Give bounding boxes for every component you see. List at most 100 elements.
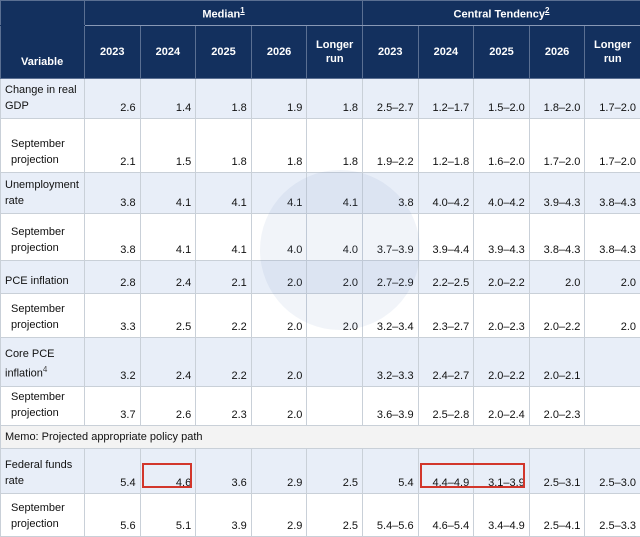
label-line1: September [11,502,65,514]
median-cell: 2.1 [196,261,252,294]
year-header: 2023 [85,26,141,79]
median-cell: 2.9 [251,449,307,494]
median-cell: 3.8 [85,214,141,261]
central-tendency-cell: 2.5–2.8 [418,387,474,426]
label-line2: projection [11,319,59,331]
median-cell: 4.1 [196,214,252,261]
median-cell: 2.0 [251,338,307,387]
median-cell: 3.3 [85,294,141,338]
central-tendency-cell: 2.0 [529,261,585,294]
median-cell: 1.8 [196,79,252,119]
central-tendency-cell: 1.6–2.0 [474,119,530,173]
central-tendency-cell [585,387,640,426]
median-cell: 3.8 [85,173,141,214]
central-tendency-cell: 1.2–1.8 [418,119,474,173]
central-tendency-cell: 4.0–4.2 [418,173,474,214]
central-tendency-cell: 1.9–2.2 [363,119,419,173]
central-tendency-cell: 3.6–3.9 [363,387,419,426]
label-line1: PCE inflation [5,275,69,287]
median-cell: 3.7 [85,387,141,426]
central-tendency-cell: 3.2–3.3 [363,338,419,387]
central-tendency-cell: 2.4–2.7 [418,338,474,387]
median-cell: 1.8 [196,119,252,173]
central-tendency-cell: 3.7–3.9 [363,214,419,261]
central-tendency-cell: 1.7–2.0 [585,79,640,119]
median-cell: 5.4 [85,449,141,494]
header-corner [1,1,85,26]
median-cell: 2.5 [140,294,196,338]
label-line2: projection [11,154,59,166]
central-tendency-cell: 1.7–2.0 [585,119,640,173]
central-tendency-cell: 3.8 [363,173,419,214]
median-cell: 1.9 [251,79,307,119]
footnote-marker: 4 [43,365,47,374]
year-header: 2024 [140,26,196,79]
footnote-link[interactable]: 1 [240,6,244,15]
label-line1: September [11,391,65,403]
median-cell: 2.5 [307,449,363,494]
label-line2: projection [11,407,59,419]
central-tendency-group-header: Central Tendency2 [363,1,640,26]
median-cell: 5.1 [140,494,196,537]
label-line1: Unemployment [5,179,79,191]
longer-run-line1: Longer [316,39,353,51]
median-cell: 1.5 [140,119,196,173]
median-cell: 2.8 [85,261,141,294]
median-cell: 4.0 [307,214,363,261]
label-line1: Federal funds [5,459,72,471]
central-tendency-cell: 2.0–2.2 [474,261,530,294]
central-tendency-cell: 2.2–2.5 [418,261,474,294]
median-cell: 4.1 [251,173,307,214]
variable-label: Change in real GDP [1,79,85,119]
central-tendency-label: Central Tendency [454,8,546,20]
central-tendency-cell: 2.0–2.1 [529,338,585,387]
september-projection-label: September projection [1,387,85,426]
september-projection-label: September projection [1,294,85,338]
central-tendency-cell: 3.1–3.9 [474,449,530,494]
median-cell: 2.1 [85,119,141,173]
central-tendency-cell: 2.5–4.1 [529,494,585,537]
label-line2: GDP [5,100,29,112]
year-header: 2023 [363,26,419,79]
footnote-link[interactable]: 2 [545,6,549,15]
central-tendency-cell: 2.0–2.2 [474,338,530,387]
label-line1: September [11,303,65,315]
median-cell: 2.0 [307,261,363,294]
central-tendency-cell: 3.8–4.3 [585,214,640,261]
label-line2: inflation [5,368,43,380]
variable-label: PCE inflation [1,261,85,294]
median-cell: 4.1 [196,173,252,214]
label-line1: Change in real [5,84,77,96]
variable-label: Core PCE inflation4 [1,338,85,387]
label-line2: projection [11,242,59,254]
median-cell: 2.0 [251,294,307,338]
variable-header: Variable [1,26,85,79]
median-cell: 1.4 [140,79,196,119]
central-tendency-cell: 1.2–1.7 [418,79,474,119]
median-cell: 2.5 [307,494,363,537]
central-tendency-cell: 3.8–4.3 [529,214,585,261]
year-header: 2024 [418,26,474,79]
central-tendency-cell: 2.0 [585,294,640,338]
median-cell: 4.1 [140,173,196,214]
year-header: 2025 [196,26,252,79]
central-tendency-cell: 3.9–4.3 [474,214,530,261]
median-cell: 2.3 [196,387,252,426]
central-tendency-cell [585,338,640,387]
median-cell: 2.4 [140,338,196,387]
central-tendency-cell: 2.3–2.7 [418,294,474,338]
median-cell: 4.1 [140,214,196,261]
label-line1: Core PCE [5,348,55,360]
median-cell: 2.9 [251,494,307,537]
